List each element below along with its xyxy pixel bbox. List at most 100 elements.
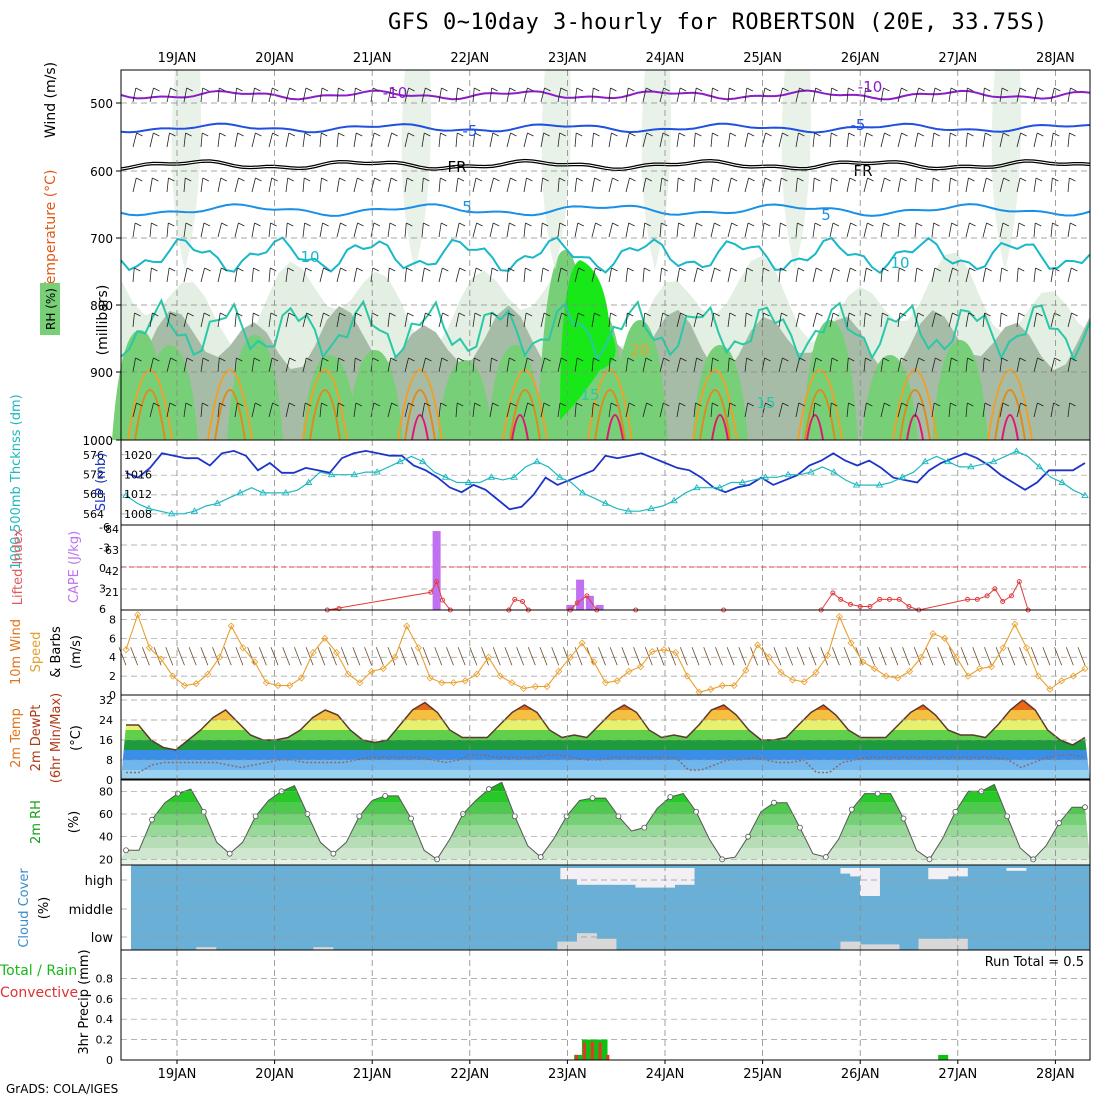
date-label-top: 27JAN [938,51,977,66]
wind-barb-flag [321,87,329,92]
surface-wind-barb [937,647,946,666]
wind-barb [251,357,255,373]
wind-barb-flag [950,177,957,182]
wind-barb-flag [933,132,941,137]
wind-barb [387,87,392,103]
wind-barb-flag [168,222,175,227]
wind-speed-marker [1011,620,1019,628]
wind-barb [251,267,254,283]
wind-barb-flag [780,222,787,227]
wind-barb-flag [373,222,381,227]
wind-speed-marker [508,679,516,687]
wind-barb-flag [338,87,345,92]
wind-speed-marker [929,630,937,638]
wind-barb [846,357,849,373]
wind-speed-marker [917,653,925,661]
date-label-bottom: 20JAN [255,1067,294,1082]
freezing-level-inner [120,160,1091,170]
thickness-marker [510,473,518,480]
wind-barb-flag [255,402,262,407]
thickness-marker [647,504,655,512]
thickness-marker [1012,447,1021,454]
wind-barb [421,132,425,148]
surface-wind-barb [843,647,852,666]
thickness-marker [122,491,130,498]
wind-barb-flag [440,177,447,182]
wind-speed-marker [870,664,879,673]
wind-barb [149,177,153,193]
wind-barb [370,177,375,193]
wind-barb [591,357,594,373]
wind-barb [217,87,220,103]
wind-barb [319,312,324,328]
surface-wind-barb [995,647,1004,666]
surface-wind-barb [387,647,396,666]
wind-barb-flag [884,177,891,182]
surface-wind-barb [247,647,256,666]
wind-barb-flag [746,267,754,272]
precip-conv-bar [575,1054,579,1060]
wind-barb [591,177,596,193]
wind-barb [251,177,256,193]
wind-barb [421,402,426,418]
wind-speed-marker [145,644,153,652]
surface-wind-barb [679,647,688,666]
wind-barb-flag [272,132,279,137]
isotherm-20 [207,369,253,441]
wind-barb [506,357,510,373]
wind-barb [948,312,953,328]
rh-plume [487,345,543,440]
wind-barb-flag [542,267,550,272]
date-label-bottom: 27JAN [938,1067,977,1082]
wind-barb-flag [714,267,721,272]
cross-section [112,70,1091,441]
wind-barb-flag [730,267,738,272]
wind-barb [557,267,562,283]
wind-barb [353,402,357,418]
thickness-marker [533,457,541,465]
wind-barb [999,402,1004,418]
wind-barb [727,222,732,238]
wind-barb [999,357,1003,373]
wind-barb [608,132,612,148]
rh-marker [123,847,129,854]
isotherm-25 [214,389,246,441]
wind-barb [387,267,390,283]
wind-barb-flag [814,222,822,227]
wind-tick: 2 [109,670,116,683]
wind-barb-flag [170,357,177,362]
rh-marker [537,854,544,860]
wind-barb-flag [816,312,823,317]
contour-label: -10 [383,84,408,102]
wind-barb-flag [746,357,753,362]
wind-barb-flag [321,132,328,137]
wind-speed-marker [414,644,422,652]
wind-barb-flag [611,267,618,272]
wind-barb-flag [967,87,974,92]
wind-barb-flag [969,222,976,227]
wind-speed-marker [215,653,224,661]
wind-barb [268,267,271,283]
wind-barb [200,267,205,283]
wind-barb-flag [577,222,584,227]
wind-barb [234,222,239,238]
wind-barb-flag [390,87,398,92]
wind-barb [608,222,613,238]
wind-barb [693,312,698,328]
wind-barb [234,87,237,103]
thickness-marker [556,473,564,480]
wind-barb [404,312,408,328]
wind-barb [1033,132,1038,148]
wind-barb [863,87,866,103]
wind-barb-flag [253,357,261,362]
rh-marker [330,850,337,857]
wind-barb-flag [237,402,244,407]
isotherm-25 [594,389,626,441]
wind-barb [608,312,611,328]
wind-speed-marker [192,680,200,688]
wind-barb [319,267,324,283]
wind-barb-flag [594,312,601,317]
wind-barb-flag [712,357,719,362]
wind-barb [489,132,494,148]
wind-barb [1016,312,1020,328]
